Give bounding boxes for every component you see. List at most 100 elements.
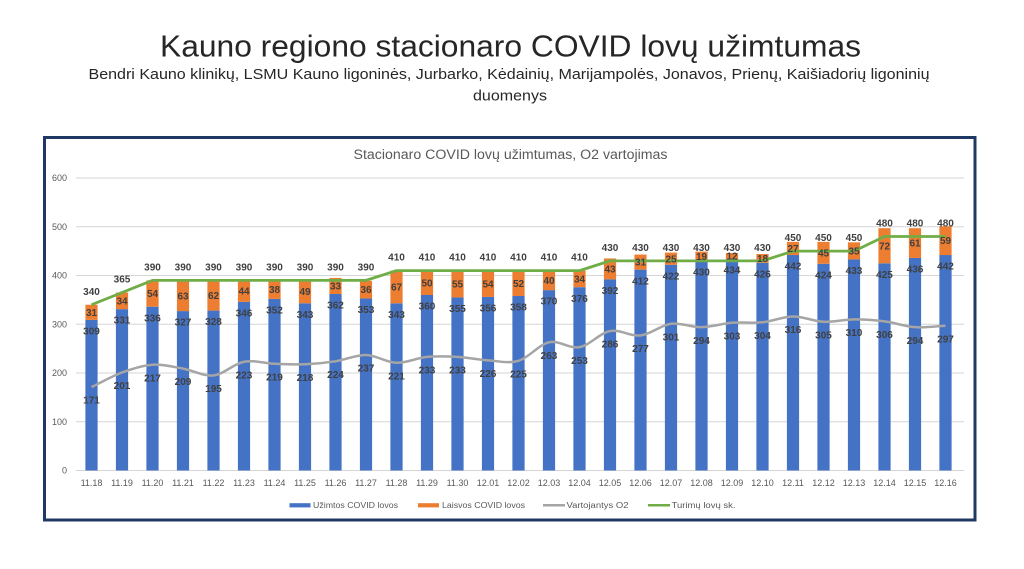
svg-text:410: 410	[388, 253, 405, 264]
svg-text:0: 0	[62, 466, 67, 476]
svg-text:219: 219	[266, 372, 283, 383]
svg-text:12.02: 12.02	[507, 478, 530, 488]
svg-text:217: 217	[144, 373, 161, 384]
svg-text:410: 410	[510, 253, 527, 264]
svg-text:36: 36	[360, 285, 372, 296]
svg-text:480: 480	[937, 219, 954, 230]
svg-text:263: 263	[541, 351, 558, 362]
svg-text:195: 195	[205, 384, 222, 395]
svg-text:358: 358	[510, 303, 527, 314]
svg-text:450: 450	[815, 233, 832, 244]
svg-text:362: 362	[327, 301, 344, 312]
svg-text:11.28: 11.28	[386, 478, 408, 488]
svg-text:49: 49	[299, 287, 311, 298]
svg-text:294: 294	[693, 336, 710, 347]
svg-text:19: 19	[696, 252, 708, 263]
svg-text:11.19: 11.19	[111, 478, 133, 488]
svg-text:392: 392	[602, 286, 619, 297]
svg-text:297: 297	[937, 334, 954, 345]
svg-text:410: 410	[541, 253, 558, 264]
svg-text:218: 218	[297, 373, 314, 384]
svg-text:35: 35	[848, 246, 860, 257]
svg-text:365: 365	[114, 275, 131, 286]
svg-text:303: 303	[724, 331, 741, 342]
svg-text:63: 63	[177, 291, 189, 302]
svg-text:11.24: 11.24	[264, 478, 286, 488]
svg-text:12.09: 12.09	[721, 478, 744, 488]
svg-text:12.13: 12.13	[843, 478, 866, 488]
svg-text:430: 430	[693, 267, 710, 278]
svg-text:33: 33	[330, 282, 342, 293]
svg-text:12.03: 12.03	[538, 478, 561, 488]
svg-text:355: 355	[449, 304, 466, 315]
svg-text:44: 44	[238, 287, 250, 298]
svg-text:duomenys: duomenys	[473, 88, 547, 105]
svg-text:12.01: 12.01	[477, 478, 500, 488]
svg-text:34: 34	[574, 275, 586, 286]
svg-text:316: 316	[785, 325, 802, 336]
svg-text:11.18: 11.18	[81, 478, 103, 488]
svg-text:Laisvos COVID lovos: Laisvos COVID lovos	[442, 501, 525, 510]
svg-text:422: 422	[663, 271, 680, 282]
svg-text:430: 430	[602, 243, 619, 254]
svg-text:328: 328	[205, 317, 222, 328]
svg-text:12.16: 12.16	[934, 478, 957, 488]
svg-text:200: 200	[52, 368, 67, 378]
svg-text:410: 410	[419, 253, 436, 264]
svg-text:Bendri Kauno klinikų, LSMU Kau: Bendri Kauno klinikų, LSMU Kauno ligonin…	[89, 66, 930, 83]
svg-text:201: 201	[114, 381, 131, 392]
svg-text:253: 253	[571, 356, 588, 367]
svg-text:59: 59	[940, 236, 952, 247]
svg-text:11.27: 11.27	[355, 478, 377, 488]
svg-text:12.10: 12.10	[751, 478, 774, 488]
svg-text:424: 424	[815, 270, 832, 281]
svg-text:277: 277	[632, 344, 649, 355]
svg-text:390: 390	[358, 262, 375, 273]
svg-text:54: 54	[482, 279, 494, 290]
svg-text:12.06: 12.06	[629, 478, 652, 488]
svg-text:11.22: 11.22	[203, 478, 225, 488]
svg-text:61: 61	[909, 239, 921, 250]
svg-text:390: 390	[266, 262, 283, 273]
svg-text:304: 304	[754, 331, 771, 342]
svg-text:233: 233	[449, 366, 466, 377]
svg-text:390: 390	[236, 262, 253, 273]
svg-text:430: 430	[693, 243, 710, 254]
svg-text:67: 67	[391, 283, 403, 294]
svg-text:340: 340	[83, 287, 100, 298]
svg-text:100: 100	[52, 417, 67, 427]
svg-text:62: 62	[208, 291, 220, 302]
svg-text:27: 27	[787, 244, 799, 255]
svg-text:450: 450	[785, 233, 802, 244]
svg-text:370: 370	[541, 297, 558, 308]
svg-text:11.20: 11.20	[142, 478, 164, 488]
svg-text:301: 301	[663, 332, 680, 343]
svg-text:400: 400	[52, 271, 67, 281]
svg-text:309: 309	[83, 326, 100, 337]
svg-text:Užimtos COVID lovos: Užimtos COVID lovos	[313, 501, 398, 510]
svg-text:12.07: 12.07	[660, 478, 683, 488]
svg-text:390: 390	[144, 262, 161, 273]
svg-text:223: 223	[236, 370, 253, 381]
svg-text:43: 43	[604, 265, 616, 276]
svg-text:352: 352	[266, 306, 283, 317]
svg-text:12.05: 12.05	[599, 478, 622, 488]
svg-text:45: 45	[818, 248, 830, 259]
svg-text:500: 500	[52, 222, 67, 232]
svg-text:353: 353	[358, 305, 375, 316]
svg-text:171: 171	[83, 396, 100, 407]
svg-text:12: 12	[726, 252, 738, 263]
svg-text:426: 426	[754, 269, 771, 280]
svg-text:434: 434	[724, 266, 741, 277]
svg-text:54: 54	[147, 289, 159, 300]
svg-text:225: 225	[510, 369, 527, 380]
svg-text:390: 390	[205, 262, 222, 273]
svg-text:343: 343	[388, 310, 405, 321]
svg-text:360: 360	[419, 302, 436, 313]
svg-text:346: 346	[236, 308, 253, 319]
svg-text:294: 294	[907, 336, 924, 347]
svg-text:12.08: 12.08	[690, 478, 713, 488]
svg-text:55: 55	[452, 280, 464, 291]
svg-text:12.11: 12.11	[782, 478, 804, 488]
svg-text:221: 221	[388, 371, 405, 382]
